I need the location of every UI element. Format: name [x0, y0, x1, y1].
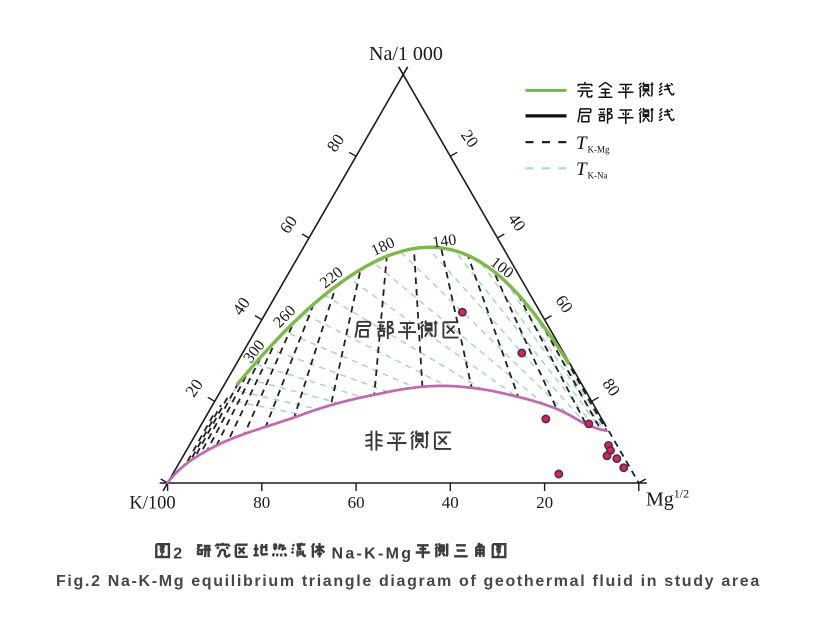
svg-text:K-Na: K-Na: [588, 171, 608, 181]
svg-text:T: T: [576, 133, 588, 154]
svg-text:K/100: K/100: [129, 494, 175, 514]
svg-text:Na/1 000: Na/1 000: [369, 43, 443, 65]
svg-text:Fig.2 Na-K-Mg equilibrium tria: Fig.2 Na-K-Mg equilibrium triangle diagr…: [56, 573, 761, 590]
svg-text:K-Mg: K-Mg: [588, 145, 610, 155]
svg-text:40: 40: [442, 493, 459, 512]
svg-text:80: 80: [253, 493, 270, 512]
svg-text:T: T: [576, 159, 588, 180]
svg-text:Mg1/2: Mg1/2: [646, 487, 689, 511]
svg-text:20: 20: [536, 493, 553, 512]
svg-text:Na-K-Mg: Na-K-Mg: [332, 546, 414, 563]
svg-text:2: 2: [173, 546, 182, 563]
svg-text:60: 60: [348, 493, 365, 512]
svg-text:140: 140: [431, 231, 457, 251]
